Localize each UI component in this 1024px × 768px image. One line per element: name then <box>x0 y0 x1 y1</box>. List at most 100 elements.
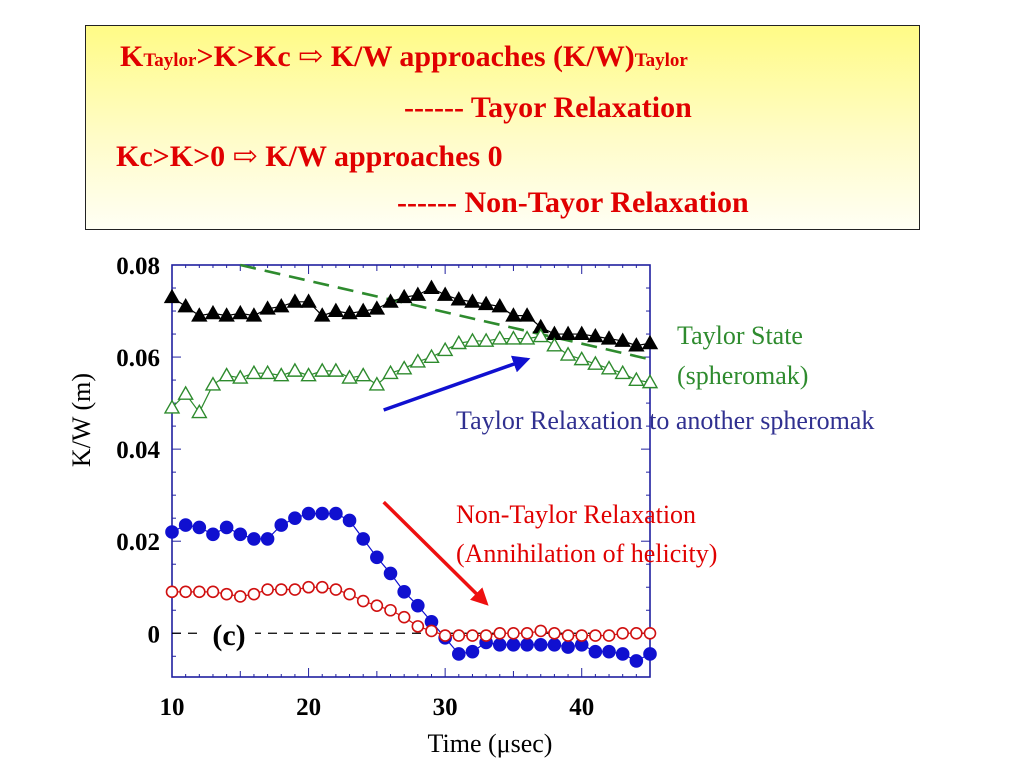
data-point-open-circle <box>343 587 356 601</box>
data-point-open-triangle <box>614 364 631 380</box>
data-point-open-circle <box>589 629 602 642</box>
data-point-open-triangle <box>327 362 345 377</box>
data-point-open-circle <box>247 587 261 601</box>
y-tick-label: 0.02 <box>116 529 160 556</box>
data-point-filled-circle <box>492 637 507 652</box>
data-point-open-triangle <box>286 362 304 377</box>
data-point-open-circle <box>315 580 329 594</box>
data-point-open-triangle <box>177 385 194 400</box>
data-point-open-triangle <box>518 330 536 345</box>
data-point-filled-circle <box>233 527 248 542</box>
annotation-non-taylor-line2: (Annihilation of helicity) <box>456 539 718 568</box>
header-line-1-sub-taylor-2: Taylor <box>634 50 688 71</box>
data-point-open-triangle <box>477 332 495 347</box>
data-point-open-triangle <box>382 364 399 380</box>
data-point-filled-triangle <box>477 295 495 311</box>
data-point-filled-triangle <box>395 288 413 304</box>
taylor-trend-line <box>239 263 651 361</box>
data-point-filled-circle <box>561 640 575 654</box>
data-point-filled-triangle <box>436 286 454 301</box>
header-line-1-main: >K>Kc ⇨ K/W approaches (K/W) <box>196 40 635 73</box>
data-point-open-triangle <box>163 399 181 414</box>
taylor-relaxation-arrow <box>383 355 531 412</box>
data-point-filled-triangle <box>273 298 290 313</box>
data-point-open-triangle <box>314 362 331 377</box>
data-point-open-circle <box>397 610 411 624</box>
data-point-filled-circle <box>643 647 657 661</box>
data-point-filled-triangle <box>368 300 386 315</box>
data-point-open-triangle <box>491 330 508 345</box>
panel-label-background <box>203 616 255 650</box>
header-line-2: ------ Tayor Relaxation <box>404 91 692 124</box>
data-point-filled-triangle <box>423 279 440 294</box>
data-point-filled-triangle <box>450 291 468 306</box>
data-point-filled-circle <box>247 532 261 546</box>
data-point-open-triangle <box>505 330 522 345</box>
data-point-open-triangle <box>232 369 249 384</box>
data-point-filled-triangle <box>382 293 399 308</box>
header-line-1-k: K <box>120 40 144 73</box>
data-point-open-triangle <box>218 367 235 382</box>
data-point-open-triangle <box>532 327 549 343</box>
data-point-filled-circle <box>506 637 521 652</box>
data-point-open-triangle <box>546 337 563 352</box>
data-point-filled-circle <box>629 654 644 668</box>
data-point-open-triangle <box>191 403 208 419</box>
data-point-filled-circle <box>602 644 616 659</box>
annotation-taylor-state-line1: Taylor State <box>677 321 803 350</box>
annotation-taylor-state-line2: (spheromak) <box>677 361 809 390</box>
data-point-open-triangle <box>559 346 577 361</box>
data-point-open-circle <box>302 580 315 594</box>
data-point-filled-triangle <box>505 307 522 322</box>
data-point-open-circle <box>370 599 384 612</box>
data-point-open-circle <box>616 626 629 640</box>
data-point-open-circle <box>507 626 520 640</box>
data-point-filled-triangle <box>559 325 577 341</box>
data-point-filled-triangle <box>518 307 536 322</box>
y-tick-label: 0.04 <box>116 437 160 464</box>
data-point-open-triangle <box>423 348 440 364</box>
data-point-open-triangle <box>273 367 290 382</box>
data-point-filled-circle <box>451 647 466 661</box>
data-point-open-circle <box>384 603 397 617</box>
data-point-open-circle <box>643 626 657 640</box>
plot-frame <box>171 264 651 678</box>
header-line-1-sub-taylor: Taylor <box>143 50 197 71</box>
data-point-filled-circle <box>588 644 603 659</box>
data-point-open-circle <box>193 585 206 599</box>
plot-area: 10 20 30 40 0 0.02 0.04 0.06 0.08 Time (μsec) K/W … <box>67 253 659 758</box>
data-point-filled-circle <box>547 637 562 652</box>
data-point-open-triangle <box>641 373 659 389</box>
data-point-open-triangle <box>600 360 618 375</box>
y-tick-label: 0.06 <box>116 345 160 372</box>
data-point-filled-triangle <box>491 298 508 313</box>
non-taylor-relaxation-arrow <box>382 500 489 606</box>
data-point-filled-circle <box>329 506 343 521</box>
data-point-open-circle <box>165 585 179 599</box>
y-tick-label: 0 <box>148 621 161 648</box>
data-point-filled-triangle <box>163 288 181 304</box>
data-point-filled-circle <box>370 550 384 565</box>
data-point-filled-triangle <box>218 307 235 322</box>
x-tick-label: 30 <box>433 694 458 721</box>
data-point-filled-triangle <box>641 334 659 350</box>
data-point-open-triangle <box>573 350 590 366</box>
data-point-filled-circle <box>397 585 411 599</box>
data-point-open-triangle <box>245 364 263 380</box>
data-point-open-circle <box>575 629 589 642</box>
data-point-open-triangle <box>300 367 317 382</box>
header-line-4: ------ Non-Tayor Relaxation <box>397 186 749 219</box>
data-point-filled-circle <box>356 532 371 546</box>
data-point-open-triangle <box>450 334 468 350</box>
data-point-open-triangle <box>204 376 222 391</box>
header-box: KTaylor>K>Kc ⇨ K/W approaches (K/W)Taylo… <box>85 25 920 230</box>
data-point-open-circle <box>452 629 466 642</box>
data-point-open-circle <box>261 583 274 596</box>
data-point-filled-triangle <box>600 330 618 345</box>
data-point-filled-triangle <box>245 307 263 322</box>
data-point-filled-triangle <box>300 293 317 308</box>
data-point-open-circle <box>179 585 192 599</box>
data-point-filled-circle <box>165 525 179 539</box>
data-point-filled-circle <box>411 598 425 613</box>
